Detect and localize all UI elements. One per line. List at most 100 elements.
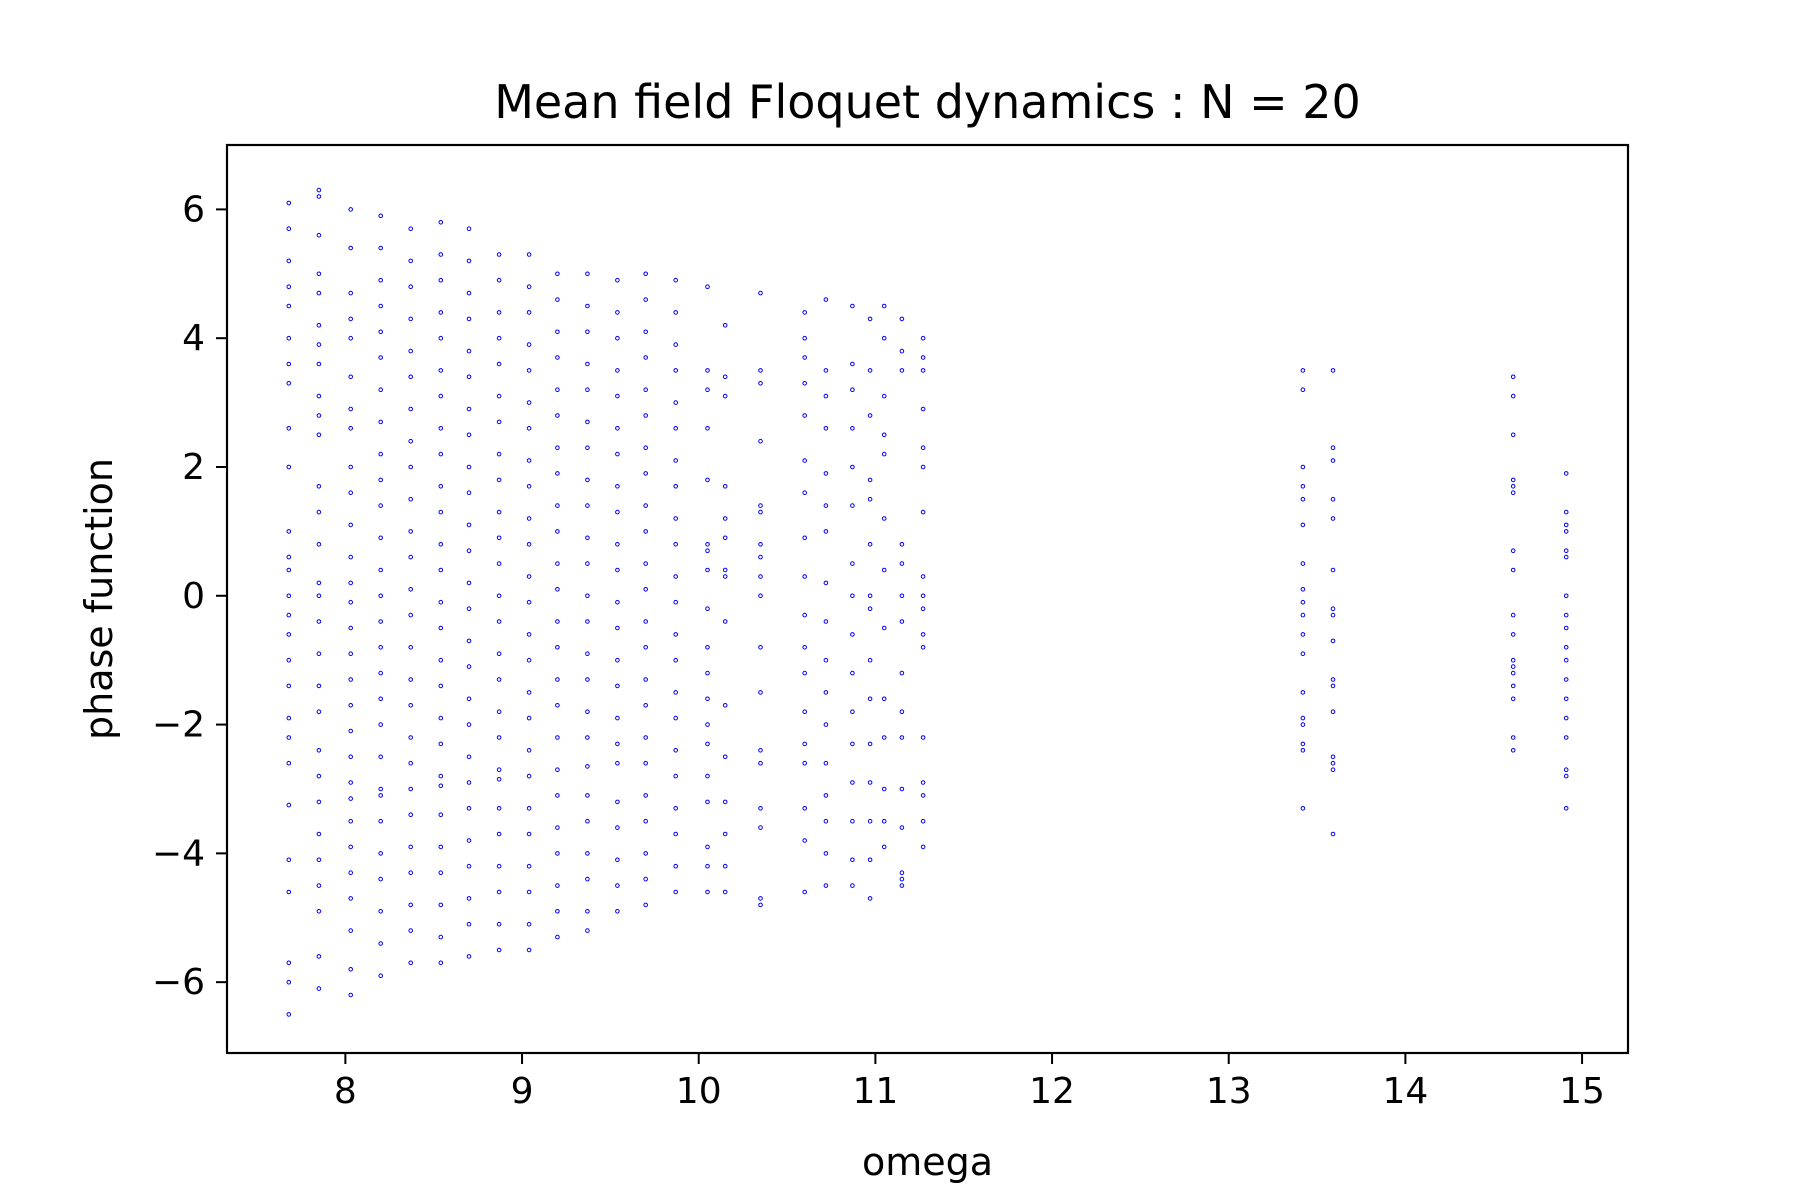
data-point (585, 619, 590, 624)
data-point (286, 284, 292, 290)
data-point (1300, 690, 1306, 695)
data-point (526, 831, 532, 837)
data-point (555, 793, 560, 798)
x-tick-label: 14 (1382, 1071, 1428, 1112)
data-point (673, 690, 679, 695)
data-point (348, 335, 354, 341)
data-point (526, 342, 532, 347)
data-point (316, 651, 322, 657)
data-point (496, 509, 502, 515)
y-tick-label: −6 (152, 962, 205, 1003)
data-point (867, 593, 873, 599)
data-point (1563, 593, 1569, 599)
data-point (378, 477, 384, 483)
data-point (316, 323, 322, 328)
data-point (585, 561, 590, 566)
data-point (802, 310, 808, 315)
data-point (316, 194, 322, 199)
data-point (496, 921, 502, 927)
data-point (348, 728, 354, 734)
data-point (802, 670, 808, 676)
data-point (920, 606, 926, 612)
data-point (802, 381, 808, 386)
data-point (705, 773, 710, 779)
y-tick-label: 2 (182, 447, 205, 488)
data-point (673, 773, 679, 779)
data-point (615, 368, 620, 373)
y-axis: −6 −4 −2 0 2 4 6 (152, 189, 227, 1003)
data-point (643, 902, 649, 908)
data-point (643, 297, 649, 302)
data-point (722, 619, 728, 624)
data-point (899, 368, 905, 373)
data-point (526, 657, 532, 663)
data-point (526, 368, 532, 373)
data-point (1563, 529, 1569, 534)
data-point (899, 348, 905, 354)
data-point (673, 715, 679, 721)
data-point (1330, 445, 1336, 451)
data-point (408, 786, 414, 792)
data-point (802, 355, 808, 360)
data-point (316, 484, 322, 489)
data-point (585, 477, 590, 483)
data-point (722, 831, 728, 837)
data-point (823, 619, 829, 624)
data-point (1510, 484, 1516, 489)
data-point (643, 329, 649, 335)
data-point (466, 638, 472, 644)
data-point (496, 561, 502, 566)
data-point (920, 818, 926, 824)
data-point (722, 393, 728, 399)
data-point (823, 368, 829, 373)
data-point (643, 561, 649, 566)
data-point (920, 844, 926, 850)
data-point (555, 271, 560, 277)
data-point (673, 574, 679, 579)
data-point (673, 458, 679, 463)
data-point (1510, 567, 1516, 573)
data-point (496, 419, 502, 425)
data-point (286, 960, 292, 966)
data-point (466, 696, 472, 702)
data-points (286, 187, 1569, 1017)
data-point (286, 889, 292, 895)
data-point (899, 593, 905, 599)
data-point (466, 406, 472, 412)
data-point (643, 818, 649, 824)
data-point (705, 548, 710, 554)
data-point (378, 593, 384, 599)
data-point (802, 612, 808, 618)
data-point (466, 722, 472, 727)
data-point (408, 928, 414, 933)
data-point (555, 503, 560, 508)
data-point (758, 438, 763, 444)
data-point (1510, 490, 1516, 496)
data-point (286, 303, 292, 309)
data-point (466, 490, 472, 496)
data-point (316, 593, 322, 599)
data-point (408, 902, 414, 908)
data-point (802, 760, 808, 766)
data-point (881, 432, 887, 438)
data-point (899, 619, 905, 624)
data-point (496, 593, 502, 599)
data-point (920, 509, 926, 515)
data-point (286, 760, 292, 766)
data-point (850, 670, 855, 676)
data-point (466, 863, 472, 869)
data-point (705, 844, 710, 850)
data-point (585, 361, 590, 367)
data-point (585, 329, 590, 335)
data-point (722, 889, 728, 895)
data-point (526, 400, 532, 405)
data-point (286, 612, 292, 618)
data-point (722, 567, 728, 573)
data-point (1300, 561, 1306, 566)
data-point (1510, 632, 1516, 637)
data-point (526, 863, 532, 869)
data-point (758, 542, 763, 547)
data-point (867, 413, 873, 418)
data-point (705, 799, 710, 805)
data-point (526, 947, 532, 953)
